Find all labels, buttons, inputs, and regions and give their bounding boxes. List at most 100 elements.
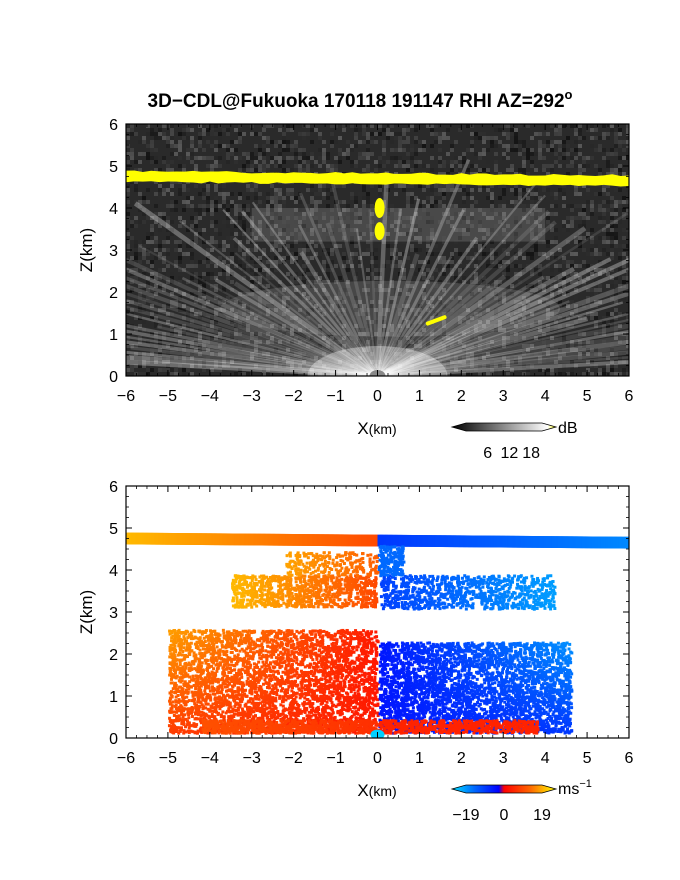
reflectivity-cell	[410, 280, 414, 284]
reflectivity-cell	[190, 296, 194, 300]
reflectivity-cell	[234, 372, 238, 376]
reflectivity-cell	[178, 280, 182, 284]
reflectivity-cell	[170, 124, 174, 128]
reflectivity-cell	[190, 140, 194, 144]
reflectivity-cell	[234, 208, 238, 212]
reflectivity-cell	[614, 240, 618, 244]
reflectivity-cell	[550, 336, 554, 340]
reflectivity-cell	[446, 128, 450, 132]
reflectivity-cell	[358, 256, 362, 260]
reflectivity-cell	[390, 132, 394, 136]
reflectivity-cell	[186, 332, 190, 336]
reflectivity-cell	[134, 280, 138, 284]
reflectivity-cell	[366, 308, 370, 312]
reflectivity-cell	[222, 240, 226, 244]
reflectivity-cell	[258, 356, 262, 360]
reflectivity-cell	[142, 284, 146, 288]
reflectivity-cell	[394, 352, 398, 356]
reflectivity-cell	[382, 128, 386, 132]
reflectivity-cell	[470, 292, 474, 296]
reflectivity-cell	[246, 228, 250, 232]
reflectivity-cell	[606, 172, 610, 176]
reflectivity-cell	[542, 196, 546, 200]
reflectivity-cell	[530, 364, 534, 368]
reflectivity-cell	[246, 304, 250, 308]
reflectivity-cell	[510, 188, 514, 192]
reflectivity-ray	[376, 316, 589, 376]
velocity-cell	[286, 579, 290, 583]
reflectivity-cell	[494, 312, 498, 316]
reflectivity-cell	[194, 184, 198, 188]
reflectivity-cell	[414, 272, 418, 276]
velocity-cell	[345, 603, 349, 607]
reflectivity-cell	[206, 208, 210, 212]
reflectivity-cell	[238, 240, 242, 244]
reflectivity-cell	[546, 172, 550, 176]
reflectivity-cell	[402, 308, 406, 312]
reflectivity-cell	[358, 208, 362, 212]
reflectivity-cell	[234, 320, 238, 324]
reflectivity-cell	[234, 256, 238, 260]
reflectivity-cell	[258, 324, 262, 328]
reflectivity-cell	[358, 308, 362, 312]
reflectivity-cell	[146, 276, 150, 280]
reflectivity-cell	[318, 328, 322, 332]
reflectivity-cell	[126, 312, 130, 316]
reflectivity-cell	[534, 248, 538, 252]
reflectivity-cell	[458, 260, 462, 264]
reflectivity-cell	[502, 272, 506, 276]
reflectivity-cell	[210, 220, 214, 224]
velocity-cell	[295, 603, 299, 607]
reflectivity-cell	[230, 336, 234, 340]
reflectivity-cell	[158, 184, 162, 188]
reflectivity-cell	[558, 144, 562, 148]
reflectivity-cell	[546, 240, 550, 244]
reflectivity-cell	[546, 368, 550, 372]
reflectivity-cell	[194, 224, 198, 228]
reflectivity-cell	[470, 204, 474, 208]
reflectivity-cell	[274, 196, 278, 200]
reflectivity-cell	[386, 280, 390, 284]
reflectivity-ray	[376, 257, 629, 376]
reflectivity-cell	[306, 204, 310, 208]
reflectivity-cell	[146, 260, 150, 264]
reflectivity-cell	[534, 288, 538, 292]
velocity-cell	[316, 583, 320, 587]
reflectivity-cell	[398, 184, 402, 188]
reflectivity-cell	[354, 340, 358, 344]
reflectivity-cell	[186, 340, 190, 344]
reflectivity-cell	[414, 320, 418, 324]
reflectivity-cell	[214, 124, 218, 128]
reflectivity-cell	[154, 156, 158, 160]
reflectivity-cell	[314, 292, 318, 296]
reflectivity-cell	[406, 216, 410, 220]
reflectivity-cell	[158, 340, 162, 344]
reflectivity-cell	[242, 344, 246, 348]
reflectivity-cell	[314, 300, 318, 304]
reflectivity-cell	[246, 212, 250, 216]
reflectivity-cell	[138, 220, 142, 224]
reflectivity-cell	[302, 136, 306, 140]
reflectivity-cell	[358, 212, 362, 216]
reflectivity-cell	[190, 320, 194, 324]
reflectivity-cell	[450, 252, 454, 256]
reflectivity-cell	[490, 200, 494, 204]
reflectivity-cell	[582, 304, 586, 308]
reflectivity-cell	[386, 316, 390, 320]
reflectivity-cell	[578, 356, 582, 360]
reflectivity-cell	[470, 212, 474, 216]
reflectivity-cell	[266, 164, 270, 168]
reflectivity-cell	[618, 140, 622, 144]
reflectivity-cell	[138, 204, 142, 208]
reflectivity-cell	[242, 220, 246, 224]
reflectivity-cell	[462, 340, 466, 344]
reflectivity-cell	[162, 360, 166, 364]
reflectivity-cell	[426, 300, 430, 304]
reflectivity-cell	[258, 224, 262, 228]
reflectivity-cell	[610, 252, 614, 256]
reflectivity-cell	[350, 228, 354, 232]
reflectivity-cell	[166, 320, 170, 324]
reflectivity-cell	[322, 224, 326, 228]
reflectivity-cell	[174, 152, 178, 156]
reflectivity-cell	[314, 200, 318, 204]
